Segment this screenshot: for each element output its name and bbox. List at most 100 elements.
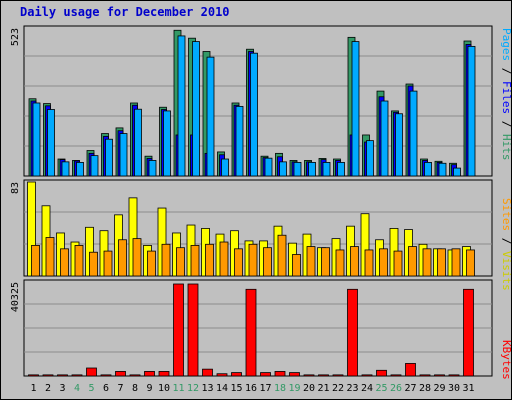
sites-bar [234, 248, 243, 277]
pages-bar [134, 108, 142, 177]
legend-entry: Hits [500, 134, 512, 161]
x-tick-label-day: 6 [103, 383, 109, 394]
x-tick-label-day: 4 [74, 383, 80, 394]
x-tick-label-day: 15 [230, 383, 242, 394]
x-tick-label-day: 22 [332, 383, 344, 394]
legend-entry: Pages [500, 28, 512, 61]
pages-bar [322, 162, 331, 177]
sites-bar [132, 238, 142, 277]
kbytes-bar [463, 288, 474, 377]
legend-entry: / [500, 231, 512, 251]
sites-bar [176, 247, 185, 277]
kbytes-bar [28, 374, 39, 377]
x-tick-label-day: 23 [346, 383, 358, 394]
pages-bar [235, 105, 244, 177]
panel-2-y-max-label: 40325 [10, 282, 21, 312]
pages-bar [163, 110, 171, 177]
sites-bar [350, 246, 359, 277]
kbytes-bar [158, 371, 170, 377]
pages-bar [279, 161, 287, 177]
kbytes-bar [231, 372, 242, 377]
pages-bar [380, 100, 389, 177]
x-tick-label-day: 27 [404, 383, 416, 394]
x-tick-label-day: 9 [146, 383, 152, 394]
pages-bar [105, 138, 113, 177]
sites-bar [263, 247, 272, 277]
legend-entry: Files [500, 81, 512, 114]
x-tick-label-day: 3 [59, 383, 65, 394]
x-tick-label-day: 29 [433, 383, 445, 394]
kbytes-bar [187, 283, 199, 377]
pages-bar [206, 56, 215, 177]
x-tick-label-day: 10 [158, 383, 170, 394]
pages-bar [409, 90, 418, 177]
kbytes-bar [318, 374, 329, 377]
sites-bar [118, 239, 127, 277]
pages-bar [177, 35, 186, 177]
x-tick-label-day: 18 [274, 383, 286, 394]
pages-bar [119, 133, 128, 177]
legend-entry: Sites [500, 198, 512, 231]
pages-bar [250, 52, 258, 177]
kbytes-bar [115, 371, 126, 377]
kbytes-bar [303, 374, 315, 377]
x-tick-label-day: 5 [88, 383, 94, 394]
x-tick-label-day: 2 [45, 383, 51, 394]
kbytes-bar [173, 283, 184, 377]
x-tick-label-day: 17 [259, 383, 271, 394]
pages-bar [76, 162, 84, 177]
kbytes-bar [390, 374, 402, 377]
panel-1-y-max-label: 83 [10, 182, 21, 194]
sites-bar [364, 249, 374, 277]
sites-bar [408, 246, 417, 277]
legend-entry: Visits [500, 251, 512, 291]
pages-bar [438, 162, 447, 177]
pages-bar [61, 161, 70, 177]
x-tick-label-day: 20 [303, 383, 315, 394]
kbytes-bar [245, 288, 257, 377]
kbytes-bar [376, 369, 387, 377]
kbytes-bar [86, 367, 97, 377]
x-tick-label-day: 1 [30, 383, 36, 394]
kbytes-bar [274, 371, 286, 377]
pages-bar [453, 167, 461, 177]
sites-bar [190, 245, 200, 277]
x-tick-label-day: 30 [448, 383, 460, 394]
sites-bar [466, 249, 475, 277]
x-tick-label-day: 11 [172, 383, 184, 394]
x-tick-label-day: 25 [375, 383, 387, 394]
pages-bar [424, 162, 432, 177]
legend-entry: KBytes [500, 340, 512, 380]
pages-bar [366, 140, 374, 177]
pages-bar [293, 162, 302, 177]
sites-bar [335, 249, 345, 277]
pages-bar [337, 162, 345, 177]
sites-bar [219, 241, 229, 277]
pages-bar [308, 162, 316, 177]
x-tick-label-day: 8 [132, 383, 138, 394]
sites-bar [292, 254, 301, 277]
sites-bar [74, 245, 84, 277]
kbytes-bar [144, 371, 155, 377]
kbytes-bar [42, 374, 54, 377]
pages-bar [467, 45, 476, 177]
sites-bar [437, 248, 446, 277]
x-tick-label-day: 21 [317, 383, 329, 394]
legend: KBytes [500, 340, 512, 380]
kbytes-bar [347, 288, 358, 377]
sites-bar [31, 245, 40, 277]
sites-bar [161, 243, 171, 277]
pages-bar [264, 157, 273, 177]
kbytes-bar [419, 374, 431, 377]
legend-entry: / [500, 114, 512, 134]
pages-bar [221, 158, 229, 177]
x-tick-label-day: 26 [390, 383, 402, 394]
legend-entry: / [500, 61, 512, 81]
sites-bar [393, 250, 403, 277]
kbytes-bar [216, 373, 228, 377]
sites-bar [147, 250, 156, 277]
kbytes-bar [405, 363, 416, 377]
kbytes-bar [289, 372, 300, 377]
kbytes-bar [448, 374, 460, 377]
